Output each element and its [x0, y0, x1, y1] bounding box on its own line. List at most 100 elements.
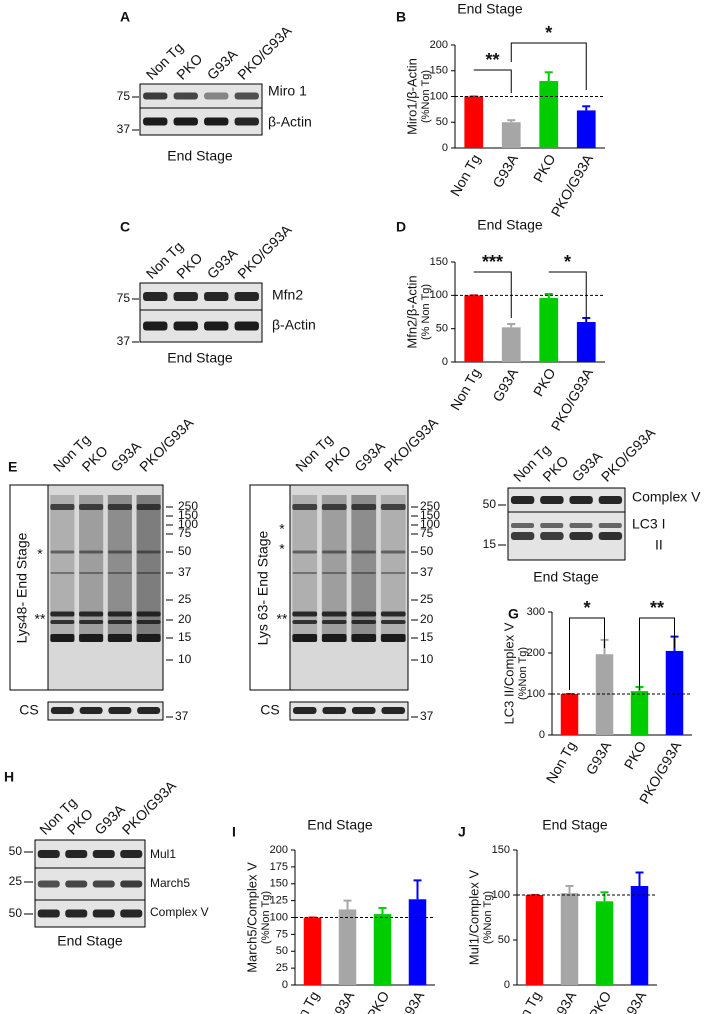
bar	[373, 914, 392, 985]
y-tick-label: 50	[498, 934, 510, 946]
mw-marker: 20	[420, 612, 434, 626]
y-tick-label: 100	[492, 889, 510, 901]
blot-band	[79, 707, 103, 714]
y-tick-label: 50	[436, 116, 448, 128]
bar	[525, 895, 544, 985]
y-axis-label: (%Non Tg)	[517, 647, 529, 700]
significance-label: *	[545, 23, 552, 43]
blot-band	[351, 572, 377, 574]
asterisk: *	[37, 546, 43, 562]
lane-label: G93A	[204, 245, 241, 282]
blot-band	[598, 496, 623, 504]
x-tick-label: PKO	[530, 151, 559, 185]
lane-label: PKO/G93A	[598, 424, 659, 485]
significance-bracket	[639, 617, 675, 690]
mw-marker: 250	[178, 499, 198, 513]
caption: End Stage	[167, 350, 233, 366]
blot-band	[120, 880, 143, 888]
blot-band	[143, 321, 168, 331]
y-tick-label: 200	[270, 844, 288, 856]
loading-label: CS	[19, 702, 38, 718]
blot-band	[292, 550, 318, 554]
bar	[464, 96, 484, 148]
mw-marker: 37	[117, 334, 131, 348]
blot-band	[540, 523, 564, 528]
blot-band	[173, 321, 198, 331]
significance-bracket	[473, 271, 512, 318]
blot-band	[569, 496, 593, 504]
blot-band	[321, 611, 347, 617]
mw-marker: 50	[9, 844, 23, 858]
chart-title: End Stage	[307, 817, 373, 833]
y-tick-label: 75	[276, 928, 288, 940]
blot-band	[107, 550, 132, 554]
panel-letter: D	[396, 219, 406, 235]
x-tick-label: G93A	[489, 151, 521, 191]
y-axis-label: (%Non Tg)	[420, 70, 432, 123]
bar	[539, 81, 559, 148]
blot-band	[136, 611, 161, 617]
y-axis-label: (%Non Tg)	[482, 891, 494, 944]
mw-marker: 37	[175, 709, 189, 723]
significance-bracket	[548, 271, 587, 322]
blot-band	[120, 909, 143, 918]
x-tick-label: PKO	[586, 988, 615, 1014]
blot-image	[289, 484, 409, 691]
y-axis-label: Miro1/β-Actin	[404, 58, 419, 135]
blot-band	[37, 880, 60, 888]
y-axis-label: (% Non Tg)	[420, 284, 432, 340]
mw-marker: 100	[178, 517, 198, 531]
bar	[408, 899, 427, 985]
y-axis-label: March5/Complex V	[244, 862, 259, 973]
blot-label: Lys 63- End Stage	[255, 530, 271, 645]
band-label: March5	[150, 876, 190, 890]
band-label: LC3 I	[632, 516, 665, 532]
mw-marker: 10	[420, 652, 434, 666]
caption: End Stage	[57, 933, 123, 949]
significance-label: *	[583, 598, 590, 618]
mw-marker: 25	[178, 592, 192, 606]
x-tick-label: G93A	[548, 988, 580, 1014]
blot-band	[173, 92, 198, 100]
lane-label: G93A	[351, 438, 388, 475]
blot-band	[136, 634, 161, 642]
y-tick-label: 150	[492, 844, 510, 856]
bar	[576, 322, 596, 362]
bar	[501, 327, 521, 362]
blot-band	[204, 117, 229, 126]
panel-letter: A	[120, 9, 130, 25]
blot-band	[79, 634, 104, 642]
blot-band	[234, 117, 259, 126]
y-tick-label: 125	[270, 895, 288, 907]
y-tick-label: 0	[504, 979, 510, 991]
blot-band	[510, 496, 535, 504]
blot-band	[107, 572, 132, 574]
blot-band	[92, 909, 115, 918]
blot-band	[173, 117, 198, 126]
caption: End Stage	[533, 569, 599, 585]
blot-band	[598, 532, 623, 540]
x-tick-label: PKO	[530, 365, 559, 399]
bar	[630, 691, 649, 735]
blot-band	[108, 707, 132, 714]
blot-band	[234, 92, 259, 100]
bar	[539, 298, 559, 362]
blot-band	[37, 909, 60, 918]
chart-title: End Stage	[542, 817, 608, 833]
bar	[303, 917, 322, 985]
significance-bracket	[473, 69, 512, 93]
lane-label: PKO/G93A	[234, 22, 295, 83]
mw-marker: 50	[178, 544, 192, 558]
band-label: Mfn2	[272, 287, 303, 303]
blot-band	[292, 572, 318, 574]
lane-label: G93A	[204, 46, 241, 83]
y-tick-label: 100	[527, 688, 545, 700]
blot-band	[50, 634, 75, 642]
blot-strip	[47, 701, 164, 721]
significance-label: *	[564, 252, 571, 272]
y-axis-label: Mfn2/β-Actin	[404, 275, 419, 348]
bar	[338, 909, 357, 985]
blot-band	[540, 532, 564, 540]
blot-band	[92, 850, 115, 858]
